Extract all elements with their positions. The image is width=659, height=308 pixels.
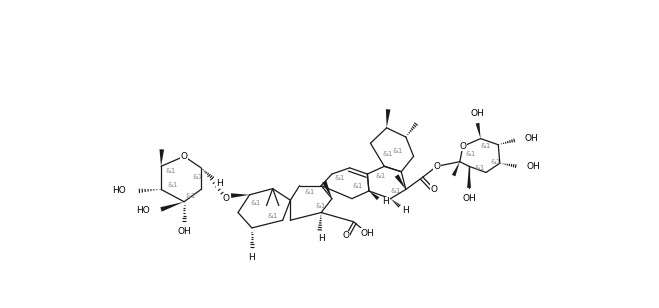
Text: HO: HO	[136, 206, 150, 216]
Text: OH: OH	[526, 162, 540, 171]
Text: &1: &1	[391, 188, 401, 194]
Text: O: O	[342, 231, 349, 240]
Text: &1: &1	[335, 175, 345, 181]
Text: OH: OH	[471, 109, 484, 119]
Text: O: O	[433, 162, 440, 171]
Polygon shape	[386, 109, 391, 128]
Polygon shape	[322, 181, 332, 199]
Text: &1: &1	[383, 151, 393, 157]
Text: H: H	[248, 253, 255, 262]
Text: OH: OH	[177, 226, 191, 236]
Polygon shape	[395, 174, 406, 189]
Text: H: H	[403, 206, 409, 215]
Text: H: H	[318, 234, 325, 243]
Polygon shape	[452, 162, 460, 176]
Polygon shape	[160, 202, 184, 212]
Polygon shape	[231, 193, 250, 198]
Text: &1: &1	[268, 213, 278, 219]
Text: O: O	[223, 194, 230, 203]
Text: &1: &1	[304, 189, 315, 196]
Text: &1: &1	[316, 203, 326, 209]
Polygon shape	[159, 149, 164, 166]
Text: &1: &1	[474, 165, 485, 171]
Text: &1: &1	[185, 192, 196, 199]
Text: OH: OH	[525, 134, 538, 143]
Text: &1: &1	[375, 172, 386, 179]
Text: H: H	[382, 197, 389, 206]
Text: O: O	[181, 152, 188, 161]
Text: &1: &1	[192, 174, 202, 180]
Text: H: H	[216, 179, 223, 188]
Text: &1: &1	[352, 183, 362, 188]
Text: &1: &1	[490, 159, 500, 165]
Text: &1: &1	[167, 182, 178, 188]
Text: &1: &1	[165, 168, 175, 174]
Text: &1: &1	[393, 148, 403, 154]
Text: &1: &1	[465, 151, 476, 157]
Text: HO: HO	[112, 186, 126, 196]
Text: &1: &1	[481, 143, 491, 149]
Polygon shape	[476, 123, 480, 139]
Polygon shape	[369, 191, 380, 200]
Text: O: O	[459, 142, 467, 151]
Text: OH: OH	[360, 229, 374, 238]
Text: O: O	[431, 185, 438, 194]
Polygon shape	[467, 166, 471, 188]
Text: OH: OH	[462, 194, 476, 203]
Text: &1: &1	[250, 200, 261, 206]
